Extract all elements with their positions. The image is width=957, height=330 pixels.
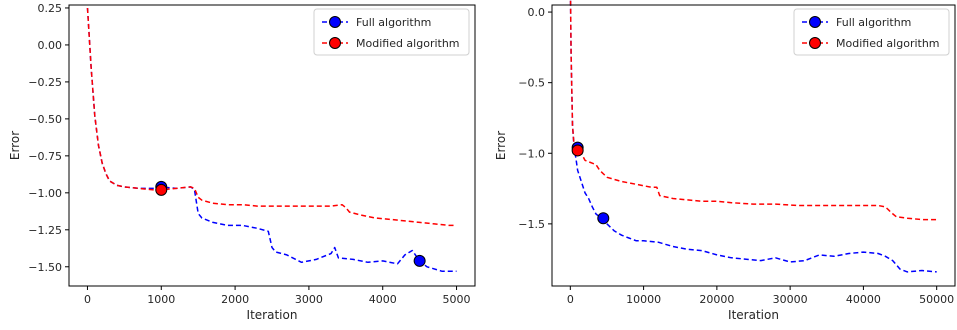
y-tick-label: −0.75: [28, 150, 62, 163]
x-tick-label: 4000: [369, 293, 397, 306]
y-tick-label: −0.5: [518, 77, 545, 90]
legend-box: [313, 8, 470, 56]
y-axis-label: Error: [8, 131, 22, 160]
data-marker-2: [413, 254, 426, 267]
data-marker-3: [571, 144, 584, 157]
y-tick-label: −1.25: [28, 224, 62, 237]
y-tick-label: −1.5: [518, 218, 545, 231]
x-tick-label: 0: [567, 293, 574, 306]
legend: Full algorithm Modified algorithm: [313, 8, 470, 56]
y-tick-label: 0.25: [38, 2, 63, 15]
x-tick-label: 50000: [919, 293, 954, 306]
x-tick-label: 5000: [443, 293, 471, 306]
x-axis-label: Iteration: [728, 308, 779, 322]
x-tick-label: 10000: [626, 293, 661, 306]
x-tick-label: 3000: [295, 293, 323, 306]
legend-label: Modified algorithm: [836, 37, 940, 50]
x-tick-label: 2000: [221, 293, 249, 306]
y-tick-label: −0.25: [28, 76, 62, 89]
axes-frame: [68, 4, 476, 287]
x-tick-label: 0: [84, 293, 91, 306]
x-tick-label: 1000: [147, 293, 175, 306]
data-marker-3: [155, 183, 168, 196]
data-marker-2: [597, 212, 610, 225]
legend-marker: [809, 16, 821, 28]
legend-label: Modified algorithm: [356, 37, 460, 50]
y-tick-label: 0.0: [528, 6, 546, 19]
y-axis-label: Error: [494, 131, 508, 160]
axes-frame: [551, 4, 956, 287]
legend-marker: [809, 37, 821, 49]
y-tick-label: −1.0: [518, 147, 545, 160]
legend: Full algorithm Modified algorithm: [793, 8, 950, 56]
y-tick-label: 0.00: [38, 39, 63, 52]
x-tick-label: 30000: [773, 293, 808, 306]
x-tick-label: 20000: [699, 293, 734, 306]
legend-marker: [329, 16, 341, 28]
x-tick-label: 40000: [846, 293, 881, 306]
chart-1: 0 1000 2000 3000 4000 5000 0.25 0.00 −0.25 −0.50 −…: [8, 2, 476, 322]
x-axis-label: Iteration: [247, 308, 298, 322]
legend-label: Full algorithm: [356, 16, 431, 29]
series-line-1: [569, 0, 937, 273]
y-tick-label: −1.50: [28, 261, 62, 274]
y-tick-label: −1.00: [28, 187, 62, 200]
legend-marker: [329, 37, 341, 49]
y-tick-label: −0.50: [28, 113, 62, 126]
legend-box: [793, 8, 950, 56]
legend-label: Full algorithm: [836, 16, 911, 29]
chart-2: 0 10000 20000 30000 40000 50000 0.0 −0.5 −1.0 −1.…: [494, 0, 956, 322]
